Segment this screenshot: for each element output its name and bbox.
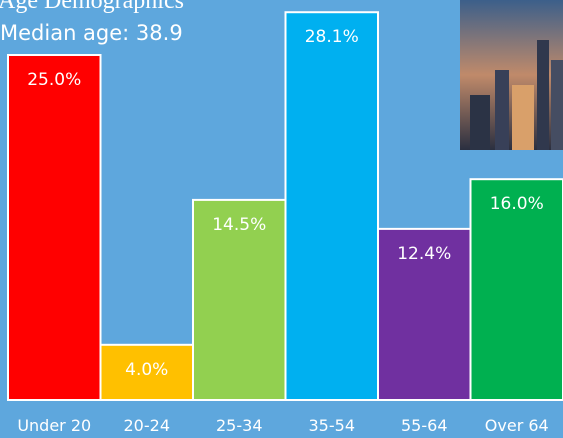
data-label: 14.5% xyxy=(212,215,266,235)
bar xyxy=(8,55,101,400)
data-label: 28.1% xyxy=(305,27,359,47)
data-label: 12.4% xyxy=(397,244,451,264)
x-tick-label: 35-54 xyxy=(309,416,356,435)
x-tick-label: 25-34 xyxy=(216,416,263,435)
city-photo xyxy=(460,0,563,150)
chart-title: Age Demographics xyxy=(0,0,184,14)
x-tick-label: 55-64 xyxy=(401,416,448,435)
bar xyxy=(286,12,379,400)
data-label: 4.0% xyxy=(125,360,168,380)
x-tick-label: Over 64 xyxy=(485,416,549,435)
chart: Age Demographics Median age: 38.9 25.0% U… xyxy=(0,0,563,438)
x-tick-label: 20-24 xyxy=(124,416,171,435)
x-tick-label: Under 20 xyxy=(17,416,91,435)
chart-subtitle: Median age: 38.9 xyxy=(0,21,183,45)
page: Age Demographics Median age: 38.9 25.0% U… xyxy=(0,0,563,438)
data-label: 25.0% xyxy=(27,70,81,90)
data-label: 16.0% xyxy=(490,194,544,214)
